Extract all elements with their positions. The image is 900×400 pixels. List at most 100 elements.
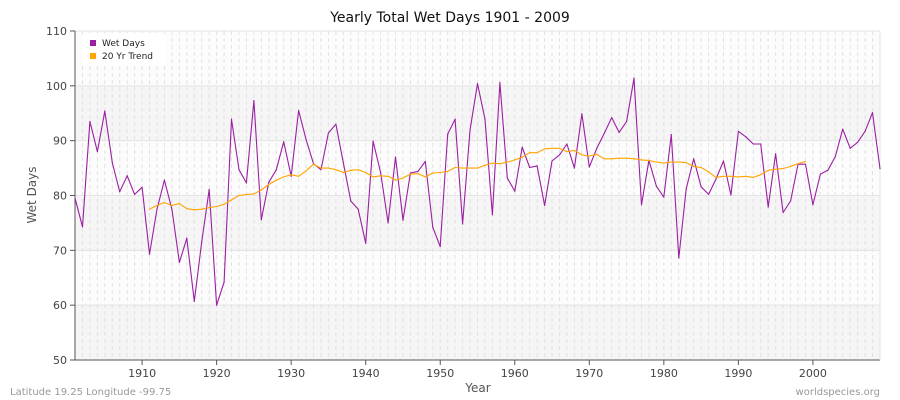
trend-line-point: [283, 176, 285, 178]
trend-line-point: [327, 167, 330, 169]
wet-days-line-point: [596, 147, 598, 149]
wet-days-line-point: [514, 190, 516, 192]
wet-days-line-point: [230, 118, 233, 120]
wet-days-line-point: [141, 186, 143, 188]
wet-days-line-point: [111, 162, 113, 164]
trend-line-point: [551, 147, 553, 149]
wet-days-line-point: [685, 188, 687, 190]
legend: Wet Days 20 Yr Trend: [82, 33, 166, 65]
wet-days-line-point: [767, 206, 769, 208]
wet-days-line-point: [663, 196, 665, 198]
wet-days-line-point: [305, 138, 307, 141]
x-tick-label: 1960: [501, 367, 529, 380]
wet-days-line-point: [737, 130, 739, 132]
trend-line-point: [298, 175, 300, 177]
trend-line-point: [387, 175, 389, 177]
wet-days-line-point: [469, 129, 471, 131]
trend-line-point: [424, 176, 426, 178]
wet-days-line-point: [611, 117, 613, 119]
trend-line-point: [290, 174, 292, 176]
trend-line-point: [521, 156, 523, 158]
wet-days-line-point: [275, 169, 277, 171]
wet-days-line-point: [193, 300, 195, 302]
wet-days-line-point: [812, 204, 814, 206]
wet-days-line-point: [745, 136, 747, 138]
trend-line-point: [789, 165, 792, 168]
wet-days-line-point: [335, 123, 337, 125]
wet-days-line-point: [327, 132, 330, 134]
wet-days-line-point: [529, 166, 531, 169]
wet-days-line-point: [700, 186, 702, 188]
trend-line-point: [752, 176, 754, 179]
trend-line-point: [439, 171, 441, 174]
trend-line-point: [566, 151, 568, 153]
trend-line-point: [432, 172, 434, 174]
trend-line-point: [148, 208, 151, 210]
trend-line-point: [335, 169, 337, 171]
trend-line-point: [573, 149, 575, 152]
wet-days-line-point: [171, 208, 173, 210]
wet-days-line-point: [476, 83, 479, 85]
legend-swatch-wet-days: [90, 40, 96, 46]
trend-line-point: [685, 162, 687, 164]
wet-days-line-point: [238, 169, 240, 171]
wet-days-line-point: [96, 151, 98, 153]
trend-line-point: [596, 153, 598, 155]
trend-line-point: [760, 174, 762, 176]
wet-days-line-point: [536, 165, 538, 167]
wet-days-line-point: [819, 173, 821, 175]
wet-days-line-point: [707, 193, 710, 196]
wet-days-line-point: [156, 208, 158, 210]
wet-days-line-point: [618, 131, 620, 134]
trend-line-point: [715, 176, 717, 179]
trend-line-point: [260, 189, 262, 191]
wet-days-line-point: [603, 132, 605, 135]
trend-line-point: [670, 161, 672, 163]
wet-days-line-point: [849, 147, 851, 149]
legend-swatch-trend: [90, 53, 96, 59]
wet-days-line-point: [350, 200, 352, 202]
wet-days-line-point: [104, 110, 106, 112]
trend-line-point: [245, 193, 248, 196]
wet-days-line-point: [320, 169, 322, 171]
wet-days-line-point: [670, 134, 672, 136]
trend-line-point: [775, 168, 777, 170]
wet-days-line-point: [864, 130, 866, 132]
x-tick-label: 1970: [575, 367, 603, 380]
wet-days-line-point: [89, 120, 91, 123]
trend-line-point: [454, 166, 456, 169]
trend-line-point: [700, 166, 702, 169]
wet-days-line-point: [655, 185, 657, 187]
wet-days-line-point: [283, 141, 285, 143]
trend-line-point: [216, 205, 218, 208]
trend-line-point: [342, 171, 344, 174]
trend-line-point: [447, 170, 449, 172]
trend-line-point: [499, 163, 501, 165]
wet-days-line-point: [134, 193, 136, 196]
wet-days-line-point: [380, 171, 382, 174]
trend-line-point: [238, 194, 240, 197]
trend-line-point: [305, 170, 307, 172]
trend-line-point: [663, 162, 665, 164]
trend-line-point: [543, 148, 546, 150]
trend-line-point: [678, 161, 680, 163]
wet-days-line-point: [178, 261, 180, 263]
trend-line-point: [417, 172, 419, 175]
x-tick-label: 1910: [128, 367, 156, 380]
wet-days-line-point: [678, 257, 680, 259]
wet-days-line-point: [551, 160, 553, 162]
wet-days-line-point: [857, 141, 859, 143]
wet-days-line-point: [81, 226, 84, 228]
trend-line-point: [603, 158, 605, 160]
chart-title: Yearly Total Wet Days 1901 - 2009: [329, 10, 570, 26]
trend-line-point: [223, 203, 225, 205]
wet-days-line-point: [842, 128, 844, 130]
wet-days-line-point: [484, 118, 486, 120]
trend-line-point: [253, 193, 255, 195]
wet-days-line-point: [186, 237, 188, 239]
trend-line-point: [722, 175, 725, 177]
wet-days-line-point: [499, 81, 501, 84]
wet-days-line-point: [439, 245, 441, 248]
footer-source[interactable]: worldspecies.org: [796, 387, 880, 398]
wet-days-line-point: [387, 222, 389, 224]
